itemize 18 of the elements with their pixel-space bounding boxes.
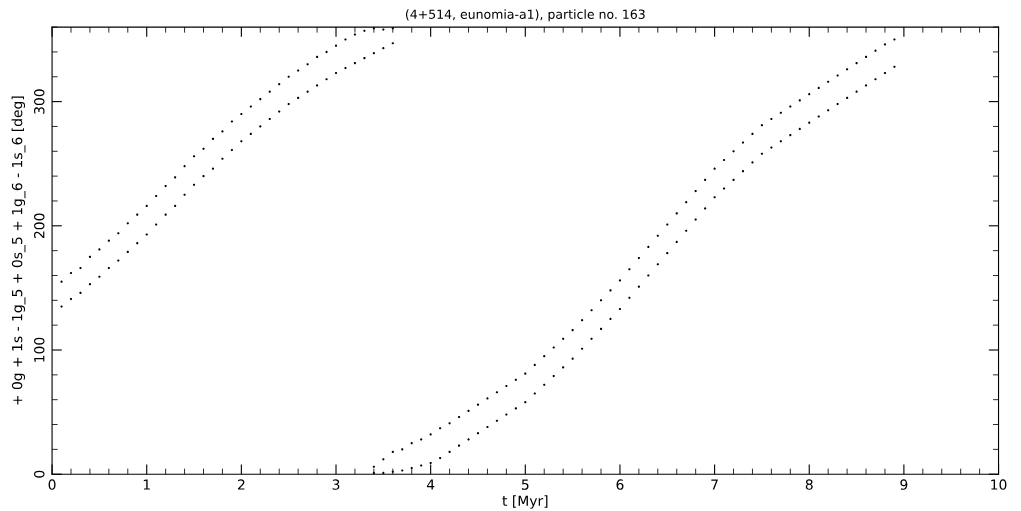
x-tick-label: 0 [48, 479, 56, 490]
x-tick-label: 6 [616, 479, 624, 490]
x-tick-label: 8 [805, 479, 813, 490]
y-tick-label: 0 [34, 470, 45, 478]
x-tick-label: 2 [237, 479, 245, 490]
x-tick-label: 1 [143, 479, 150, 490]
x-tick-label: 7 [711, 479, 718, 490]
y-tick-label: 200 [34, 213, 45, 239]
chart-title: (4+514, eunomia-a1), particle no. 163 [405, 9, 645, 22]
y-axis-title: + 0g + 1s - 1g_5 + 0s_5 + 1g_6 - 1s_6 [deg] [11, 96, 26, 405]
x-tick-label: 9 [900, 479, 908, 490]
x-tick-label: 10 [991, 479, 1007, 490]
y-tick-label: 300 [34, 89, 45, 114]
x-tick-label: 4 [426, 479, 435, 490]
x-axis-title: t [Myr] [502, 495, 548, 509]
y-tick-label: 100 [34, 337, 45, 362]
x-tick-label: 5 [521, 479, 529, 490]
x-tick-label: 3 [332, 479, 340, 490]
